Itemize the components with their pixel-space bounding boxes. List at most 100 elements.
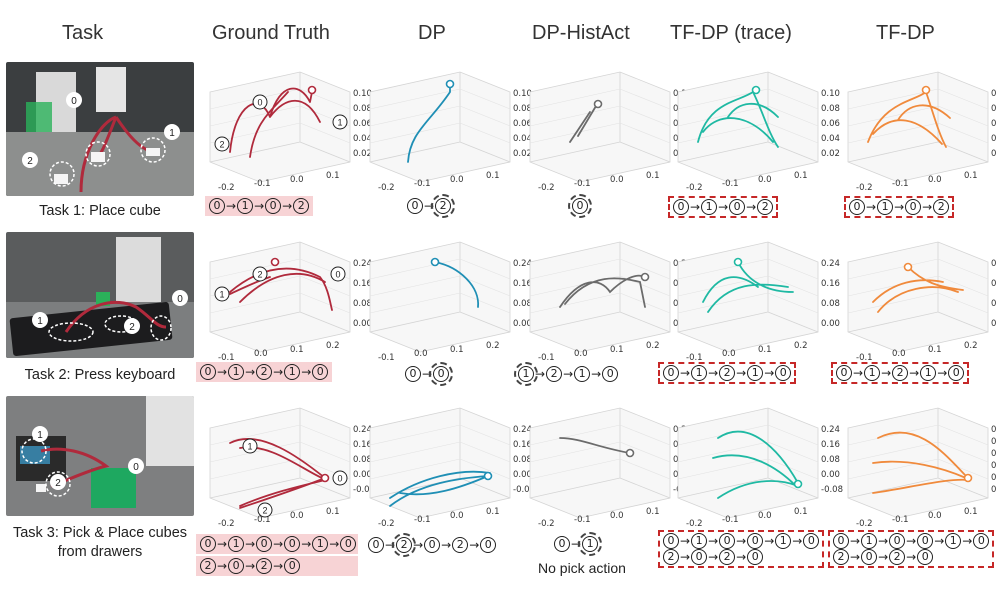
sequence-step: 2 [200, 558, 216, 574]
x-tick-label: -0.1 [892, 515, 909, 525]
trajectory-end-marker [921, 85, 931, 95]
sequence-arrow: → [764, 366, 775, 380]
sequence-step: 2 [719, 365, 736, 381]
sequence-step: 0 [803, 533, 820, 549]
sequence-step: 0 [836, 365, 852, 381]
z-tick-label: 0.08 [353, 104, 372, 114]
z-tick-label: 0.02 [821, 149, 840, 159]
svg-text:1: 1 [169, 128, 175, 139]
sequence-step: 1 [877, 199, 894, 215]
row2-dp-sequence: 0 → 0 [405, 362, 454, 386]
row1-ground-truth-plot: 0.10 0.08 0.06 0.04 0.02 -0.2 -0.1 0.0 0.1 0 1 2 [200, 62, 372, 202]
sequence-arrow: → [226, 199, 237, 213]
x-tick-label: -0.1 [414, 515, 431, 525]
trajectory-path [249, 91, 289, 158]
row1-gt-sequence: 0 → 1 → 0 → 2 [205, 196, 314, 216]
z-tick-label: -0.08 [821, 485, 843, 495]
x-tick-label: -0.1 [892, 179, 909, 189]
task3-photo: 0 1 2 [6, 396, 194, 516]
x-tick-label: -0.1 [574, 179, 591, 189]
z-tick-label: 0.24 [513, 425, 532, 435]
sequence-step: 2 [889, 549, 906, 565]
x-tick-label: 0.1 [964, 507, 978, 517]
x-tick-label: 0.0 [290, 511, 304, 521]
trajectory-end-marker [430, 257, 440, 267]
row3-gt-sequence-line2: 2 → 0 → 2 → 0 [196, 556, 358, 576]
waypoint-label-circle [214, 136, 230, 152]
sequence-step: 0 [368, 537, 384, 553]
column-header-dp: DP [418, 22, 446, 44]
z-tick-label: 0.08 [821, 455, 840, 465]
x-tick-label: 0.0 [928, 175, 942, 185]
z-tick-label: 0.08 [513, 104, 532, 114]
waypoint-label-circle [332, 114, 348, 130]
sequence-step: 1 [775, 533, 792, 549]
x-tick-label: -0.1 [686, 353, 703, 363]
sequence-step: 0 [284, 558, 301, 574]
x-tick-label: 0.0 [450, 511, 464, 521]
trajectory-end-marker [963, 473, 973, 483]
x-tick-label: 0.1 [928, 345, 942, 355]
z-tick-label: 0.05 [991, 473, 996, 483]
z-tick-label: 0.00 [353, 319, 372, 329]
x-tick-label: 0.1 [290, 345, 304, 355]
waypoint-label: 0 [257, 98, 262, 108]
sequence-arrow: → [282, 199, 293, 213]
sequence-step: 2 [546, 366, 563, 382]
sequence-step: 0 [256, 536, 273, 552]
svg-text:0: 0 [71, 96, 77, 107]
z-tick-label: 0.08 [353, 455, 372, 465]
x-tick-label: 0.1 [964, 171, 978, 181]
z-tick-label: 0.15 [991, 449, 996, 459]
sequence-step: 0 [429, 362, 454, 386]
sequence-step: 0 [917, 533, 934, 549]
sequence-arrow: → [850, 534, 861, 548]
sequence-arrow: → [245, 537, 256, 551]
sequence-step: 0 [917, 549, 934, 565]
sequence-arrow: → [422, 367, 433, 381]
waypoint-label: 1 [219, 290, 224, 300]
z-tick-label: 0.08 [513, 455, 532, 465]
z-tick-label: 0.16 [513, 279, 532, 289]
sequence-arrow: → [934, 534, 945, 548]
svg-text:0: 0 [177, 294, 183, 305]
x-tick-label: 0.0 [758, 511, 772, 521]
x-tick-label: 0.1 [610, 345, 624, 355]
row3-histact-sequence: 0 → 1 [554, 532, 603, 556]
x-tick-label: -0.2 [378, 519, 395, 529]
z-tick-label: 0.16 [821, 440, 840, 450]
sequence-arrow: → [764, 534, 775, 548]
sequence-arrow: → [680, 366, 691, 380]
sequence-arrow: → [254, 199, 265, 213]
z-tick-label: 0.04 [513, 134, 532, 144]
axes-box: 0.10 0.08 0.06 0.04 0.02 -0.2 -0.1 0.0 0.1 [677, 71, 840, 193]
sequence-step: 2 [256, 364, 273, 380]
waypoint-label: 1 [247, 442, 252, 452]
column-header-dp-histact: DP-HistAct [532, 22, 630, 44]
x-tick-label: -0.2 [378, 183, 395, 193]
z-tick-label: 0.00 [821, 470, 840, 480]
sequence-step: 0 [209, 198, 225, 214]
sequence-step: 2 [256, 558, 273, 574]
x-tick-label: 0.0 [758, 175, 772, 185]
z-tick-label: 0.16 [991, 279, 996, 289]
axes-box: 0.25 0.20 0.15 0.10 0.05 0.00 -0.2 -0.1 0.0 0.1 [847, 407, 996, 529]
x-tick-label: 0.1 [486, 171, 500, 181]
sequence-step: 0 [948, 365, 965, 381]
sequence-arrow: → [746, 200, 757, 214]
x-tick-label: 0.2 [486, 341, 500, 351]
trajectory-path [407, 83, 451, 163]
sequence-arrow: → [273, 537, 284, 551]
trajectory-end-marker [733, 257, 743, 267]
axes-box: 0.24 0.16 0.08 0.00 -0.08 -0.2 -0.1 0.0 0.1 [677, 407, 843, 529]
sequence-step: 0 [480, 537, 497, 553]
z-tick-label: 0.24 [353, 425, 372, 435]
z-tick-label: 0.08 [821, 299, 840, 309]
sequence-arrow: → [535, 367, 546, 381]
trajectory-end-marker [320, 473, 330, 483]
x-tick-label: 0.0 [450, 175, 464, 185]
waypoint-label-circle [214, 286, 230, 302]
x-tick-label: 0.1 [486, 507, 500, 517]
x-tick-label: -0.1 [254, 179, 271, 189]
task3-caption: Task 3: Pick & Place cubes from drawers [12, 525, 188, 560]
